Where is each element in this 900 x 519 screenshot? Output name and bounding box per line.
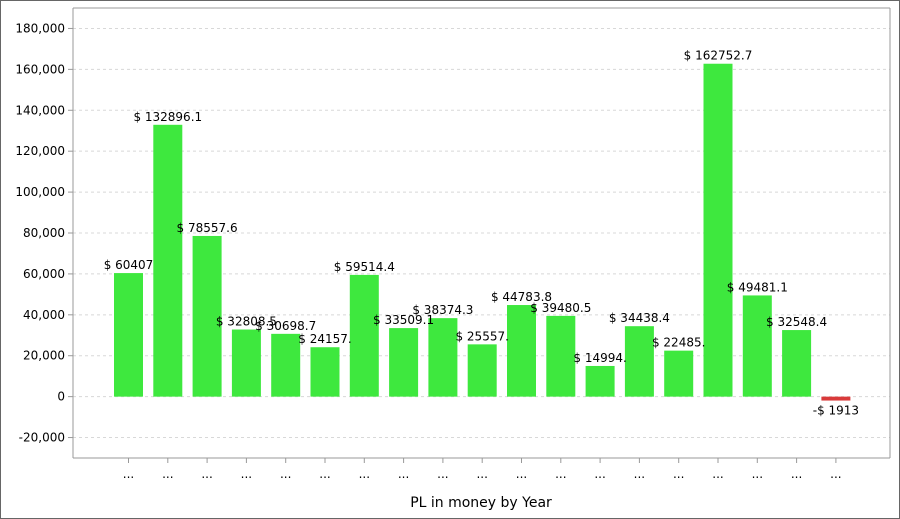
y-tick-label: 100,000 [15, 185, 65, 199]
x-tick-label: ... [123, 467, 134, 481]
bar [664, 350, 694, 397]
y-tick-label: 20,000 [23, 349, 65, 363]
x-tick-label: ... [712, 467, 723, 481]
x-tick-label: ... [752, 467, 763, 481]
bar [231, 329, 261, 397]
bar [192, 235, 222, 397]
x-tick-label: ... [673, 467, 684, 481]
bars [114, 63, 851, 401]
x-tick-label: ... [319, 467, 330, 481]
bar [428, 318, 458, 397]
x-axis-ticks: ........................................… [123, 458, 842, 481]
bar [467, 344, 497, 397]
y-tick-label: 160,000 [15, 62, 65, 76]
x-tick-label: ... [280, 467, 291, 481]
data-label: -$ 1913 [813, 404, 859, 418]
data-label: $ 132896.1 [133, 110, 202, 124]
bar [310, 347, 340, 397]
x-tick-label: ... [162, 467, 173, 481]
bar [546, 315, 576, 397]
x-tick-label: ... [359, 467, 370, 481]
y-tick-label: 60,000 [23, 267, 65, 281]
x-tick-label: ... [594, 467, 605, 481]
bar [624, 326, 654, 397]
bar [821, 396, 851, 401]
data-label: $ 30698.7 [255, 319, 316, 333]
y-tick-label: 80,000 [23, 226, 65, 240]
bar [507, 305, 536, 397]
x-axis-label: PL in money by Year [410, 495, 552, 511]
data-label: $ 32548.4 [766, 315, 827, 329]
bar [742, 295, 772, 397]
y-tick-label: 0 [57, 390, 65, 404]
y-tick-label: 40,000 [23, 308, 65, 322]
x-tick-label: ... [791, 467, 802, 481]
y-axis-ticks: -20,000 0 20,000 40,000 60,000 80,000 100,000 1… [15, 21, 73, 445]
data-label: $ 25557. [455, 329, 508, 343]
data-label: $ 60407 [104, 258, 154, 272]
x-tick-label: ... [201, 467, 212, 481]
x-tick-label: ... [555, 467, 566, 481]
data-label: $ 33509.1 [373, 313, 434, 327]
bar [389, 328, 419, 397]
data-labels: $ 60407 $ 132896.1 $ 78557.6 $ 32808.5$ 306… [104, 49, 859, 418]
data-label: $ 44783.8 [491, 290, 552, 304]
data-label: $ 59514.4 [334, 260, 395, 274]
y-tick-label: 140,000 [15, 103, 65, 117]
data-label: $ 34438.4 [609, 311, 670, 325]
data-label: $ 24157. [298, 332, 351, 346]
y-tick-label: -20,000 [19, 431, 65, 445]
x-tick-label: ... [830, 467, 841, 481]
y-tick-label: 120,000 [15, 144, 65, 158]
bar [114, 273, 143, 397]
data-label: $ 14994. [573, 351, 626, 365]
bar [703, 63, 733, 397]
x-tick-label: ... [241, 467, 252, 481]
data-label: $ 32808.5 [216, 315, 277, 329]
x-tick-label: ... [437, 467, 448, 481]
data-label: $ 39480.5 [530, 301, 591, 315]
data-label: $ 38374.3 [412, 303, 473, 317]
data-label: $ 49481.1 [727, 280, 788, 294]
bar [349, 274, 379, 397]
bar [153, 124, 183, 397]
x-tick-label: ... [516, 467, 527, 481]
axes [72, 7, 891, 459]
bar [782, 330, 812, 397]
bar [271, 333, 301, 397]
x-tick-label: ... [634, 467, 645, 481]
x-tick-label: ... [398, 467, 409, 481]
data-label: $ 78557.6 [177, 221, 238, 235]
y-tick-label: 180,000 [15, 21, 65, 35]
data-label: $ 22485. [652, 336, 705, 350]
data-label: $ 162752.7 [684, 49, 753, 63]
x-tick-label: ... [476, 467, 487, 481]
bar [585, 365, 615, 397]
